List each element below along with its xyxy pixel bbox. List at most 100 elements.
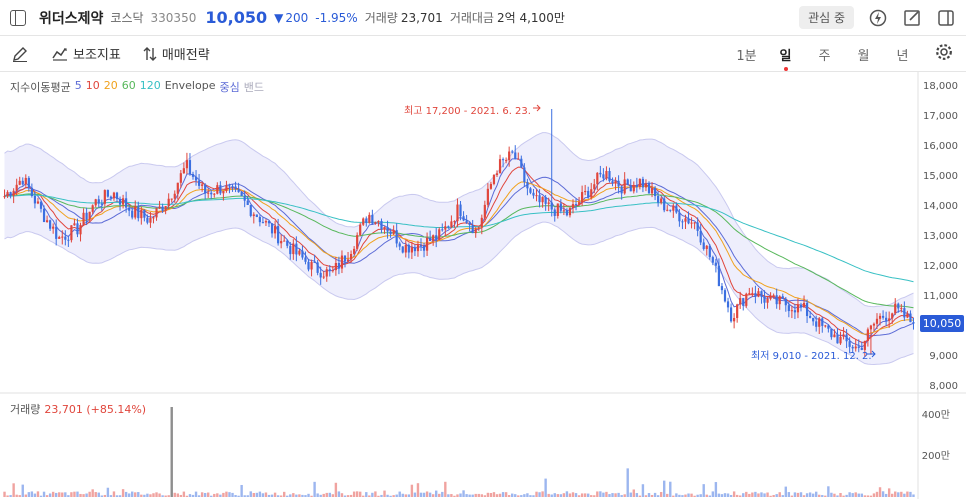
candle-body xyxy=(240,192,243,197)
volume-bar xyxy=(182,491,186,497)
volume-bar xyxy=(264,492,268,497)
volume-bar xyxy=(33,493,37,497)
volume-bar xyxy=(693,495,696,497)
volume-bar xyxy=(413,492,417,497)
volume-bar xyxy=(398,491,401,497)
candle-body xyxy=(723,290,727,302)
period-minute[interactable]: 1분 xyxy=(736,48,757,64)
volume-bar xyxy=(15,494,18,497)
candle-body xyxy=(447,226,450,228)
volume-bar xyxy=(456,494,459,497)
candle-body xyxy=(693,222,696,224)
volume-bar xyxy=(3,491,6,497)
lightning-icon[interactable] xyxy=(868,8,888,28)
candle-body xyxy=(261,222,265,224)
sidebar-toggle-icon[interactable] xyxy=(10,9,26,26)
volume-bar xyxy=(492,492,496,497)
candle-body xyxy=(149,217,152,223)
candle-body xyxy=(763,296,766,303)
volume-bar xyxy=(216,493,219,497)
stock-code: 330350 xyxy=(150,10,197,25)
price-tick-label: 8,000 xyxy=(929,381,958,392)
volume-bar xyxy=(669,481,672,497)
candle-body xyxy=(392,230,395,235)
strategy-button[interactable]: 매매전략 xyxy=(143,44,210,63)
candle-body xyxy=(456,204,459,222)
candle-body xyxy=(228,185,231,187)
volume-bar xyxy=(112,491,116,497)
candle-body xyxy=(143,209,146,218)
candle-body xyxy=(58,237,61,239)
volume-bar xyxy=(173,492,176,497)
watchlist-button[interactable]: 관심 중 xyxy=(799,6,854,29)
volume-bar xyxy=(273,492,277,497)
volume-bar xyxy=(234,494,237,497)
volume-bar xyxy=(720,494,724,497)
period-day[interactable]: 일 xyxy=(766,45,805,71)
candle-body xyxy=(39,201,43,209)
volume-bar xyxy=(471,494,474,497)
period-year[interactable]: 년 xyxy=(896,48,909,64)
candle-body xyxy=(210,192,213,195)
candle-body xyxy=(289,245,292,255)
candle-body xyxy=(380,220,383,230)
indicators-button[interactable]: 보조지표 xyxy=(52,44,121,63)
candle-body xyxy=(429,237,432,242)
period-week[interactable]: 주 xyxy=(818,48,831,64)
candle-body xyxy=(559,203,562,211)
volume-bar xyxy=(498,493,502,497)
candle-body xyxy=(705,245,708,249)
candle-body xyxy=(362,218,365,225)
edit-memo-icon[interactable] xyxy=(902,8,922,28)
volume-bar xyxy=(872,493,876,497)
volume-bar xyxy=(647,493,651,497)
split-view-icon[interactable] xyxy=(936,8,956,28)
volume-bar xyxy=(21,484,24,497)
volume-bar xyxy=(483,495,487,497)
volume-bar xyxy=(681,495,684,497)
candle-body xyxy=(845,334,848,342)
volume-legend-value: 23,701 (+85.14%) xyxy=(44,403,147,416)
volume-bar xyxy=(152,493,155,497)
volume-bar xyxy=(103,494,107,497)
candle-body xyxy=(720,286,724,291)
pencil-draw-icon[interactable] xyxy=(10,44,30,64)
volume-bar xyxy=(9,495,12,497)
chart-settings-icon[interactable] xyxy=(922,43,966,65)
candle-body xyxy=(590,189,593,198)
candle-body xyxy=(334,262,337,271)
candle-body xyxy=(687,218,690,224)
volume-bar xyxy=(617,492,620,497)
volume-bar xyxy=(553,493,556,497)
volume-bar xyxy=(109,495,113,497)
candle-body xyxy=(246,200,249,205)
price-chart[interactable]: 18,000 17,000 16,000 15,000 14,000 13,000 12,0… xyxy=(0,72,966,499)
chart-toolbar: 보조지표 매매전략 1분 일 주 월 년 xyxy=(0,36,966,72)
period-month[interactable]: 월 xyxy=(857,48,870,64)
candle-body xyxy=(422,245,426,251)
candle-body xyxy=(802,302,806,308)
candle-body xyxy=(255,214,258,217)
candle-body xyxy=(577,202,581,205)
volume-bar xyxy=(422,492,426,497)
volume-bar xyxy=(869,495,873,497)
volume-bar xyxy=(656,495,660,497)
volume-bar xyxy=(866,495,870,497)
candle-body xyxy=(213,193,216,195)
volume-bar xyxy=(571,492,575,497)
candle-body xyxy=(286,240,289,246)
candle-body xyxy=(194,176,198,181)
volume-bar xyxy=(547,493,550,497)
volume-bar xyxy=(359,491,362,497)
candle-body xyxy=(790,310,793,312)
period-selector: 1분 일 주 월 년 xyxy=(727,36,966,72)
volume-bar xyxy=(176,493,179,497)
volume-bar xyxy=(839,492,842,497)
volume-bar xyxy=(711,491,715,497)
candle-body xyxy=(419,245,423,247)
strategy-label: 매매전략 xyxy=(161,48,210,63)
volume-bar xyxy=(51,491,55,497)
volume-bar xyxy=(374,491,377,497)
volume-bar xyxy=(161,495,164,497)
volume-bar xyxy=(462,490,465,497)
